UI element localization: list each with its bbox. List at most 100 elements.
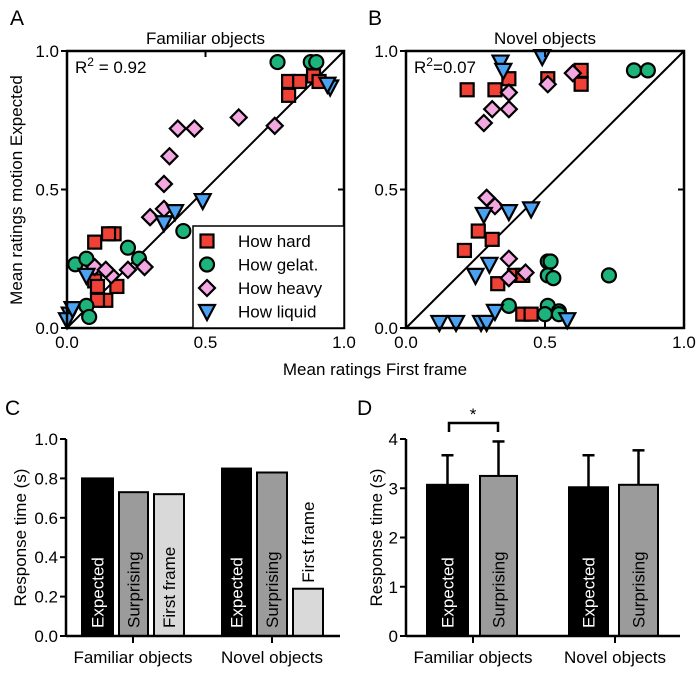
significance-star: * [470, 405, 477, 424]
data-point [81, 308, 98, 326]
data-point [600, 267, 618, 284]
y-tick-label: 4 [389, 430, 398, 449]
data-point [456, 242, 472, 259]
bar-label: Expected [439, 557, 458, 628]
data-point [229, 107, 249, 128]
data-point [140, 207, 160, 227]
y-tick-label: 1.0 [35, 42, 59, 61]
bar-surprising [618, 483, 659, 637]
category-label: Novel objects [221, 648, 323, 667]
legend-label: How heavy [238, 279, 323, 298]
data-point [482, 99, 502, 119]
data-point [154, 174, 174, 194]
data-point [500, 297, 517, 314]
y-tick-label: 0.8 [34, 469, 58, 488]
data-point [573, 76, 589, 92]
series-how-hard [87, 68, 327, 308]
data-point [479, 256, 500, 276]
scatter-panel-b: B Novel objects 0.0 0.5 1.0 0.0 0.5 1.0 R2=0.07 [368, 7, 696, 352]
bar-label: Surprising [125, 551, 144, 628]
data-point [281, 87, 297, 103]
data-point [292, 73, 308, 90]
shared-x-axis-label: Mean ratings First frame [283, 360, 467, 379]
scatter-panel-a: A Familiar objects 0.0 0.5 1.0 0.0 0.5 1.0 R2 = … [10, 7, 356, 352]
data-point [515, 263, 536, 283]
data-point [269, 53, 286, 71]
data-point [563, 63, 583, 83]
data-point [175, 222, 192, 240]
bar-label: Expected [89, 557, 108, 628]
data-point [429, 314, 450, 334]
x-tick-label: 0.5 [533, 333, 557, 352]
data-point [499, 99, 519, 119]
data-point [119, 239, 137, 256]
bar-first-frame [153, 493, 185, 637]
data-point [168, 119, 188, 139]
data-point [62, 301, 83, 320]
bar-label: Surprising [630, 551, 649, 628]
legend-marker [199, 233, 215, 249]
data-point [165, 204, 185, 223]
bar-surprising [479, 474, 518, 637]
y-tick-label: 0 [389, 627, 398, 646]
data-point [87, 234, 103, 250]
bar-label: Expected [580, 557, 599, 628]
data-point [499, 82, 519, 103]
y-tick-label: 1.0 [34, 430, 58, 449]
data-point [192, 192, 213, 212]
data-point [154, 215, 174, 234]
data-point [484, 231, 500, 247]
data-point [485, 303, 505, 323]
y-tick-label: 0.5 [374, 181, 398, 200]
data-point [465, 267, 486, 287]
significance-bracket [447, 421, 500, 432]
bar-label: Surprising [263, 551, 282, 628]
data-point [499, 249, 519, 269]
x-tick-label: 0.0 [55, 333, 79, 352]
y-tick-label: 0.0 [34, 627, 58, 646]
panel-label: A [10, 7, 24, 30]
y-axis-label: Response time (s) [11, 469, 30, 607]
y-tick-label: 1.0 [374, 42, 398, 61]
bar-surprising [256, 471, 288, 637]
data-point [184, 119, 204, 139]
legend-marker [197, 278, 217, 298]
category-label: Familiar objects [413, 648, 532, 667]
data-point [470, 223, 486, 239]
data-point [317, 76, 338, 96]
data-point [89, 278, 106, 295]
data-point [542, 253, 559, 270]
chart-title: Novel objects [494, 29, 596, 48]
bar-expected [568, 486, 609, 638]
series-how-gelat- [67, 53, 325, 326]
data-point [521, 201, 541, 220]
bar-label: Surprising [490, 551, 509, 628]
series-how-heavy [85, 107, 285, 285]
series-how-heavy [474, 63, 583, 288]
legend-marker [197, 303, 217, 323]
data-point [487, 82, 503, 98]
bar-first-frame [292, 587, 324, 637]
y-tick-label: 0.0 [374, 319, 398, 338]
data-point [523, 306, 539, 322]
x-tick-label: 1.0 [332, 333, 356, 352]
panel-label: B [368, 7, 382, 30]
series-how-liquid [429, 48, 578, 334]
panel-label: C [5, 397, 20, 420]
legend-marker [198, 256, 216, 273]
data-point [499, 204, 519, 223]
bar-surprising [118, 491, 149, 637]
data-point [446, 314, 466, 334]
data-point [532, 48, 553, 68]
x-tick-label: 0.5 [194, 333, 218, 352]
y-tick-label: 3 [389, 479, 398, 498]
data-point [135, 257, 155, 277]
legend-label: How gelat. [238, 256, 318, 275]
y-tick-label: 0.6 [34, 509, 58, 528]
y-tick-label: 0.0 [35, 319, 59, 338]
data-point [545, 270, 562, 287]
legend: How hard How gelat. How heavy How liquid [192, 225, 345, 329]
y-tick-label: 1 [389, 578, 398, 597]
data-point [109, 278, 125, 295]
